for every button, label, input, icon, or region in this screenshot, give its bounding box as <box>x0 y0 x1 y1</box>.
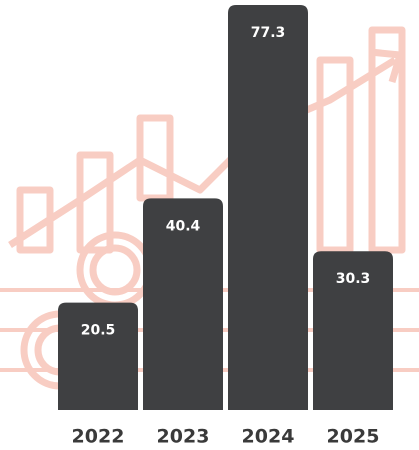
x-tick-label: 2024 <box>242 426 295 448</box>
bar <box>228 5 308 410</box>
x-tick-label: 2025 <box>327 426 380 448</box>
x-tick-label: 2022 <box>72 426 125 448</box>
bar <box>143 198 223 410</box>
x-tick-label: 2023 <box>157 426 210 448</box>
data-label: 77.3 <box>251 25 286 41</box>
bar <box>313 251 393 410</box>
data-label: 40.4 <box>166 218 201 234</box>
data-label: 20.5 <box>81 323 116 339</box>
data-label: 30.3 <box>336 271 371 287</box>
bar <box>58 302 138 410</box>
